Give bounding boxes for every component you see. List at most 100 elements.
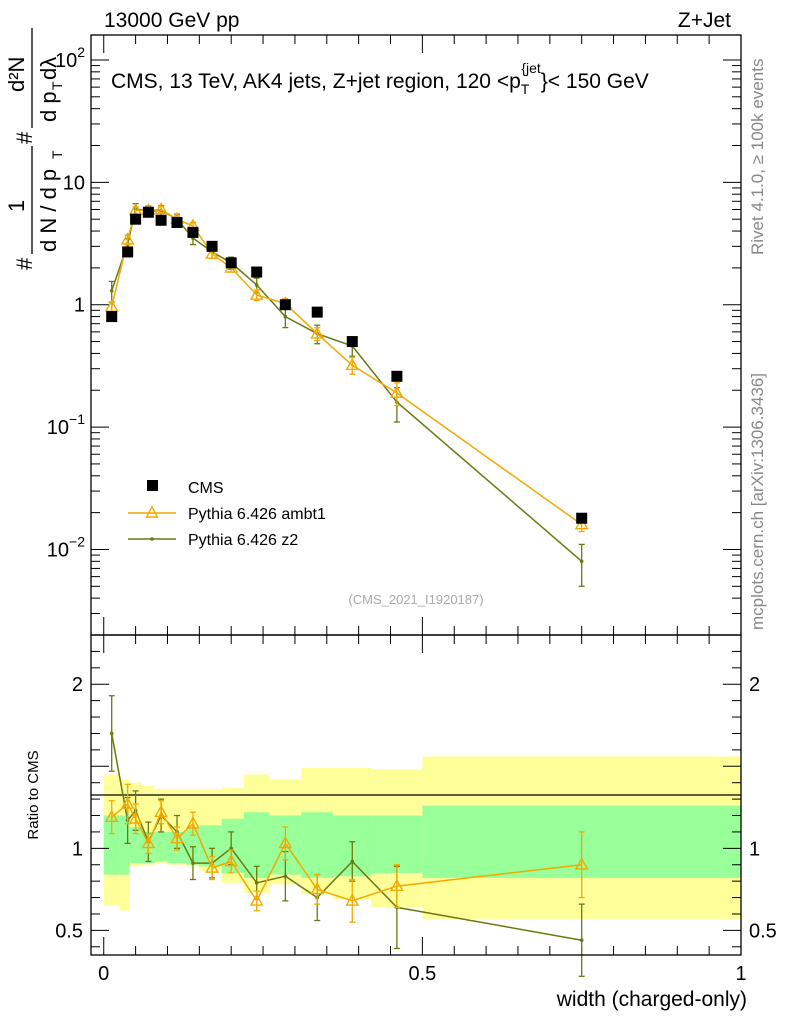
ambt1-marker [249,287,264,300]
ratio-ambt1-marker [574,857,589,870]
plot-title-tail: }< 150 GeV [541,70,649,93]
x-tick-label: 0 [98,963,109,985]
ratio-ambt1-marker [170,831,184,844]
ratio-y-tick-label: 0.5 [55,920,83,942]
ratio-ambt1-marker [154,804,168,818]
ratio-x-axis: 0 0.5 1 [98,635,747,985]
cms-data-point [206,240,218,252]
z2-marker [283,314,288,319]
x-axis-label: width (charged-only) [556,988,747,1011]
ratio-band-inner [129,827,142,864]
ratio-ambt1-marker [224,854,239,867]
ratio-ambt1-marker [389,878,404,891]
ratio-ambt1-marker [205,860,219,873]
main-series-layer [104,202,589,587]
ylabel-T-1: T [49,150,65,159]
ratio-z2-marker [283,874,288,879]
ratio-ambt1-marker [345,893,360,906]
ratio-ambt1-marker [278,835,293,849]
z2-line [110,207,583,562]
legend: CMS Pythia 6.426 ambt1 Pythia 6.426 z2 [128,480,326,549]
legend-label-ambt1: Pythia 6.426 ambt1 [188,506,326,523]
ratio-band-inner [154,831,168,862]
legend-label-z2: Pythia 6.426 z2 [188,532,298,549]
legend-marker-z2 [150,537,154,541]
y-tick-label: 10−1 [47,411,85,439]
ratio-z2-marker [191,861,195,865]
analysis-id: (CMS_2021_I1920187) [348,592,483,607]
ratio-z2-marker [579,938,584,943]
cms-data-point [279,299,291,311]
y-tick-label-base: 10 [47,417,69,439]
ratio-z2-marker [229,846,233,851]
z2-marker [254,283,259,287]
ratio-ambt1-marker [120,796,135,809]
ratio-band-inner [301,812,334,878]
cms-data-point [187,226,199,238]
ylabel-dp: d p [36,91,61,122]
cms-data-point [576,512,588,524]
ratio-ambt1-marker [186,816,200,829]
ambt1-marker [345,357,360,371]
ylabel-hash-2: # [12,131,37,144]
plot-title-main: CMS, 13 TeV, AK4 jets, Z+jet region, 120… [111,70,521,93]
ratio-z2-marker [254,880,259,885]
ratio-ambt1-marker [249,893,264,906]
plot-title-sub: T [521,81,530,97]
ratio-y-tick-label: 1 [72,838,83,860]
y-tick-label: 1 [74,295,85,317]
y-tick-label-exp: −1 [69,411,85,427]
ratio-band-inner [119,815,130,875]
legend-marker-ambt1 [145,505,159,518]
ratio-ambt1-marker [141,835,156,849]
y-tick-label: 10 [63,172,85,194]
plot-title: CMS, 13 TeV, AK4 jets, Z+jet region, 120… [111,60,649,97]
energy-label: 13000 GeV pp [104,9,239,32]
ratio-panel-frame [90,634,742,956]
ylabel-one: 1 [4,200,29,212]
ratio-y-axis: 0.5 0.5 1 1 2 2 [55,650,777,948]
ylabel-dlambda: dλ [36,57,61,80]
rivet-version-label: Rivet 4.1.0, ≥ 100k events [748,59,767,255]
cms-data-point [122,246,134,258]
y-tick-label-exp: 2 [77,44,85,60]
ylabel-T-2: T [49,81,65,90]
cms-data-point [106,311,118,323]
ambt1-marker [154,202,168,215]
process-label: Z+Jet [678,9,731,32]
y-tick-label-exp: −2 [69,533,85,549]
ratio-ambt1-marker [104,809,119,823]
cms-data-point [142,206,154,218]
ratio-band-inner [371,815,423,873]
mcplots-label: mcplots.cern.ch [arXiv:1306.3436] [748,373,767,630]
ratio-ambt1-marker [128,811,143,824]
ratio-y-tick-label-right: 0.5 [749,920,777,942]
ambt1-marker [205,246,219,259]
ambt1-line [110,208,583,526]
ratio-z2-marker [350,859,355,864]
z2-marker [579,559,584,564]
cms-data-point [346,336,358,348]
ratio-y-axis-label: Ratio to CMS [25,750,42,839]
cms-data-point [130,213,142,225]
cms-data-point [311,306,323,318]
z2-marker [109,288,114,293]
cms-data-point [225,257,237,269]
x-tick-label: 0.5 [408,963,436,985]
y-tick-label-base: 10 [55,50,77,72]
ratio-ambt1-marker [310,881,325,895]
ambt1-marker [310,326,325,339]
plot-title-sup: {jet [521,60,541,76]
main-y-axis-label: # 1 d N / d p T # d²N d p T dλ [4,28,65,270]
ratio-band-inner [221,818,244,873]
ratio-y-tick-label: 2 [72,674,83,696]
cms-data-point [171,216,183,228]
ylabel-d2N: d²N [4,57,29,92]
y-tick-label-base: 10 [47,539,69,561]
ylabel-dN: d N / d p [36,169,61,252]
ratio-y-tick-label-right: 1 [749,838,760,860]
legend-label-cms: CMS [188,480,224,497]
ylabel-hash-1: # [12,257,37,270]
